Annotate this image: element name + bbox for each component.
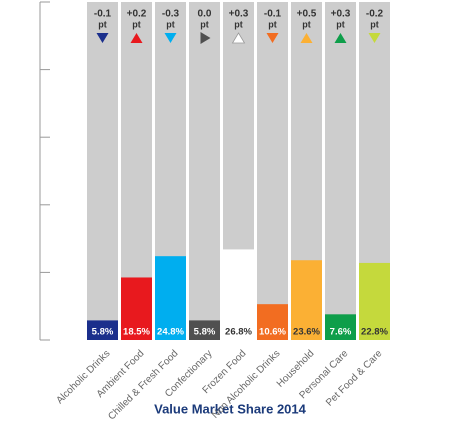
change-label: +0.5 <box>297 9 317 20</box>
change-label: -0.1 <box>264 9 282 20</box>
change-unit: pt <box>336 19 345 29</box>
bar <box>325 314 356 340</box>
change-unit: pt <box>234 19 243 29</box>
value-label: 26.8% <box>225 327 252 338</box>
value-label: 23.6% <box>293 327 320 338</box>
bar <box>359 262 390 340</box>
change-unit: pt <box>200 19 209 29</box>
change-label: -0.2 <box>366 9 384 20</box>
change-unit: pt <box>268 19 277 29</box>
value-label: 22.8% <box>361 327 388 338</box>
value-label: 10.6% <box>259 327 286 338</box>
bar <box>155 256 186 340</box>
bar <box>121 277 152 340</box>
change-label: +0.3 <box>229 9 249 20</box>
bar <box>189 320 220 340</box>
change-marker <box>231 32 246 44</box>
chart-title: Value Market Share 2014 <box>154 401 307 416</box>
change-unit: pt <box>302 19 311 29</box>
change-label: -0.3 <box>162 9 180 20</box>
change-marker <box>266 33 279 43</box>
value-label: 5.8% <box>92 327 114 338</box>
change-marker <box>130 33 143 43</box>
change-marker <box>334 33 347 43</box>
change-marker <box>96 33 109 43</box>
bar-background <box>87 2 118 340</box>
value-label: 5.8% <box>194 327 216 338</box>
change-label: +0.2 <box>127 9 147 20</box>
bar <box>87 320 118 340</box>
change-unit: pt <box>98 19 107 29</box>
bar-background <box>189 2 220 340</box>
change-label: 0.0 <box>198 9 212 20</box>
change-marker <box>200 32 211 44</box>
value-label: 7.6% <box>330 327 352 338</box>
change-marker <box>368 33 381 43</box>
bar <box>291 260 322 340</box>
value-label: 24.8% <box>157 327 184 338</box>
change-marker <box>300 33 313 43</box>
bar-background <box>257 2 288 340</box>
bar <box>223 249 254 340</box>
change-label: +0.3 <box>331 9 351 20</box>
change-label: -0.1 <box>94 9 112 20</box>
change-unit: pt <box>166 19 175 29</box>
change-unit: pt <box>370 19 379 29</box>
change-marker <box>164 33 177 43</box>
change-unit: pt <box>132 19 141 29</box>
value-label: 18.5% <box>123 327 150 338</box>
bar <box>257 304 288 340</box>
bar-background <box>325 2 356 340</box>
